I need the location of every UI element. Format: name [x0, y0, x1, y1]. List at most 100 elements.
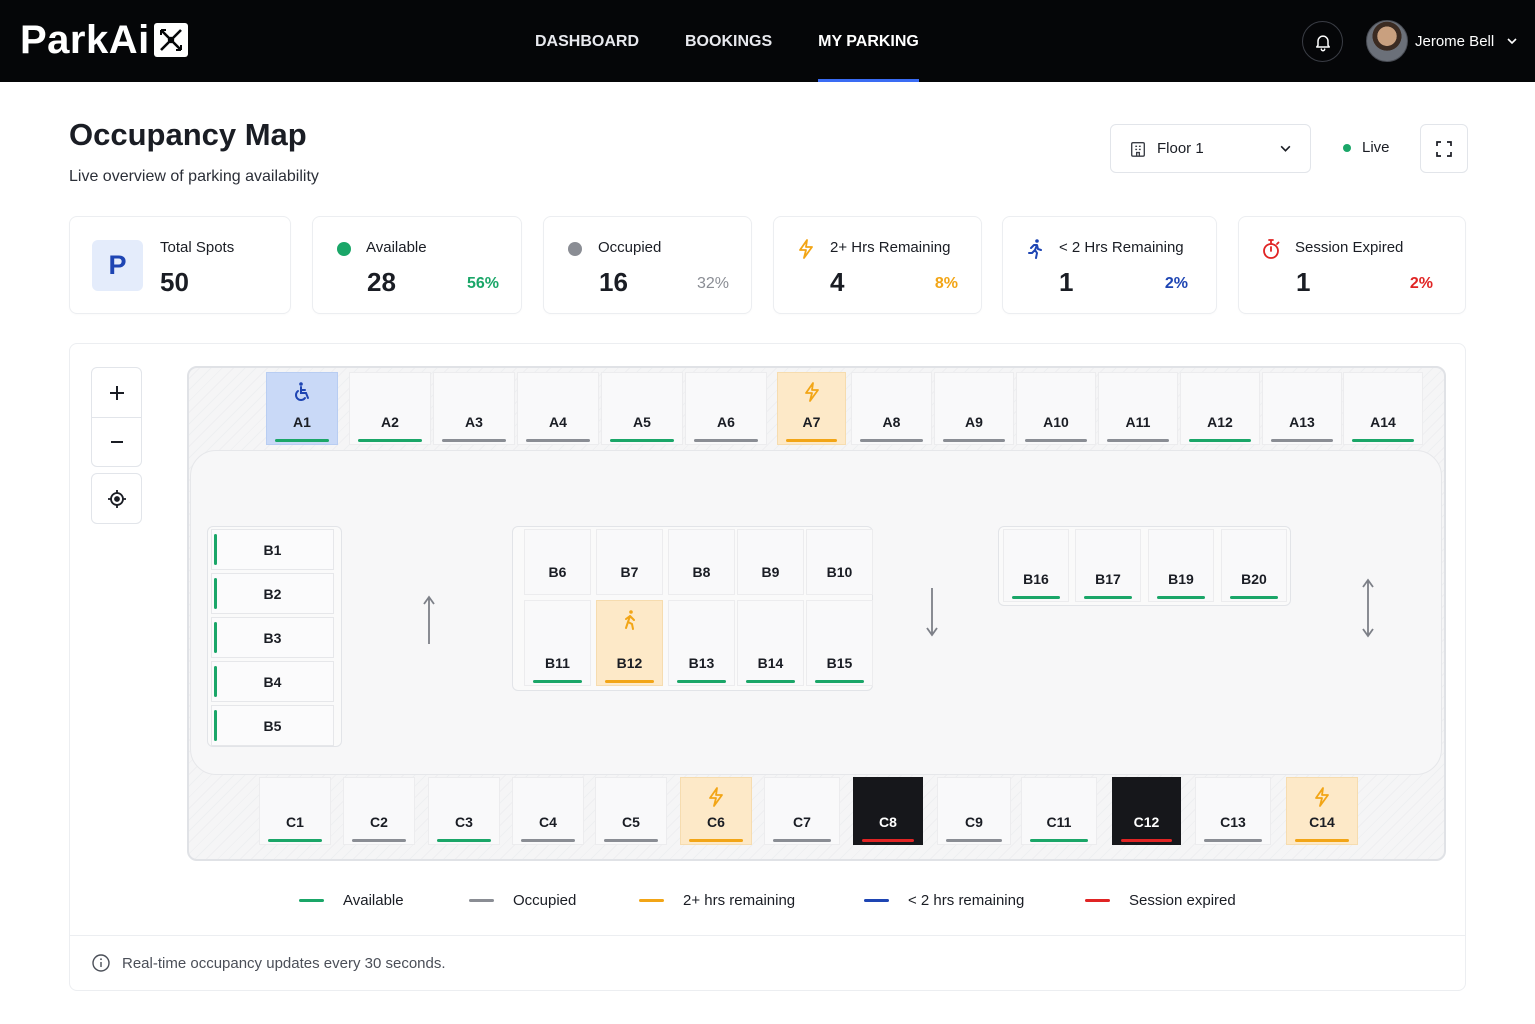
parking-spot-b4[interactable]: B4	[211, 661, 334, 702]
parking-spot-c11[interactable]: C11	[1021, 777, 1097, 845]
parking-spot-a3[interactable]: A3	[433, 372, 515, 445]
user-menu[interactable]: Jerome Bell	[1366, 20, 1518, 62]
spot-status-bar	[352, 839, 406, 842]
spot-label: B7	[620, 564, 639, 580]
arrow-up-icon	[423, 595, 435, 644]
legend-item-available: Available	[299, 891, 404, 909]
parking-spot-c2[interactable]: C2	[343, 777, 415, 845]
parking-spot-a8[interactable]: A8	[851, 372, 932, 445]
parking-spot-b15[interactable]: B15	[806, 600, 873, 686]
spot-label: A12	[1207, 414, 1233, 430]
parking-spot-b14[interactable]: B14	[737, 600, 804, 686]
parking-spot-b20[interactable]: B20	[1221, 529, 1287, 602]
spot-status-bar	[268, 839, 322, 842]
parking-spot-a5[interactable]: A5	[601, 372, 683, 445]
parking-spot-b11[interactable]: B11	[524, 600, 591, 686]
parking-spot-c7[interactable]: C7	[764, 777, 840, 845]
parking-spot-c13[interactable]: C13	[1195, 777, 1271, 845]
crosshair-icon	[107, 489, 126, 508]
running-person-icon	[1028, 239, 1042, 259]
spot-label: B4	[263, 673, 282, 690]
parking-spot-b19[interactable]: B19	[1148, 529, 1214, 602]
parking-spot-a11[interactable]: A11	[1098, 372, 1178, 445]
chevron-down-icon	[1507, 38, 1517, 45]
spot-label: A9	[965, 414, 983, 430]
parking-spot-c4[interactable]: C4	[512, 777, 584, 845]
parking-spot-a14[interactable]: A14	[1343, 372, 1423, 445]
parking-spot-a4[interactable]: A4	[517, 372, 599, 445]
stat-card-session-expired: Session Expired 1 2%	[1238, 216, 1466, 314]
zoom-in-button[interactable]	[92, 368, 141, 417]
parking-spot-c8[interactable]: C8	[853, 777, 923, 845]
parking-spot-c6[interactable]: C6	[680, 777, 752, 845]
stat-value: 50	[160, 267, 189, 297]
nav-bookings[interactable]: BOOKINGS	[685, 33, 773, 50]
parking-spot-b7[interactable]: B7	[596, 529, 663, 595]
stat-card-two-plus-hrs: 2+ Hrs Remaining 4 8%	[773, 216, 982, 314]
parking-spot-b3[interactable]: B3	[211, 617, 334, 658]
parking-spot-c3[interactable]: C3	[428, 777, 500, 845]
parking-spot-a9[interactable]: A9	[934, 372, 1014, 445]
parking-spot-c9[interactable]: C9	[937, 777, 1011, 845]
parking-spot-c5[interactable]: C5	[595, 777, 667, 845]
parking-spot-c1[interactable]: C1	[259, 777, 331, 845]
parking-spot-a10[interactable]: A10	[1016, 372, 1096, 445]
spot-status-bar	[1352, 439, 1414, 442]
floor-select[interactable]: Floor 1	[1110, 124, 1311, 173]
parking-spot-b5[interactable]: B5	[211, 705, 334, 746]
spot-label: C11	[1046, 814, 1072, 830]
stat-label: Available	[366, 239, 427, 256]
parking-spot-b1[interactable]: B1	[211, 529, 334, 570]
parking-spot-b2[interactable]: B2	[211, 573, 334, 614]
parking-spot-b6[interactable]: B6	[524, 529, 591, 595]
legend-label: Available	[343, 891, 404, 909]
spot-label: C12	[1133, 814, 1160, 830]
stat-value: 28	[367, 267, 396, 297]
spot-status-bar	[610, 439, 674, 442]
parking-spot-b8[interactable]: B8	[668, 529, 735, 595]
nav-my-parking[interactable]: MY PARKING	[818, 0, 919, 82]
parking-spot-b13[interactable]: B13	[668, 600, 735, 686]
parking-spot-b9[interactable]: B9	[737, 529, 804, 595]
parking-spot-c14[interactable]: C14	[1286, 777, 1358, 845]
spot-label: B16	[1023, 571, 1049, 587]
parking-spot-a6[interactable]: A6	[685, 372, 767, 445]
expand-icon	[1436, 140, 1452, 157]
spot-status-bar	[1084, 596, 1132, 599]
parking-spot-b12[interactable]: B12	[596, 600, 663, 686]
nav-dashboard[interactable]: DASHBOARD	[535, 33, 639, 50]
floor-select-value: Floor 1	[1157, 140, 1204, 157]
spot-label: C8	[879, 814, 897, 830]
stat-card-available: Available 28 56%	[312, 216, 522, 314]
plus-icon	[109, 385, 124, 400]
parking-spot-c12[interactable]: C12	[1112, 777, 1181, 845]
parking-spot-a12[interactable]: A12	[1180, 372, 1260, 445]
parking-spot-a13[interactable]: A13	[1262, 372, 1342, 445]
stat-percent: 56%	[466, 275, 499, 292]
parking-spot-a7[interactable]: A7	[777, 372, 846, 445]
parking-spot-a1[interactable]: A1	[266, 372, 338, 445]
zoom-out-button[interactable]	[92, 417, 141, 466]
parking-spot-b16[interactable]: B16	[1003, 529, 1069, 602]
parking-badge-icon: P	[92, 240, 143, 291]
parking-spot-b17[interactable]: B17	[1075, 529, 1141, 602]
parking-spot-b10[interactable]: B10	[806, 529, 873, 595]
zoom-controls	[91, 367, 142, 467]
spot-label: A7	[802, 414, 821, 430]
spot-label: A13	[1289, 414, 1315, 430]
spot-status-bar	[605, 680, 654, 683]
top-navigation-bar: ParkAi DASHBOARD BOOKINGS MY PARKING Jer…	[0, 0, 1535, 82]
parking-spot-a2[interactable]: A2	[349, 372, 431, 445]
fullscreen-button[interactable]	[1420, 124, 1468, 173]
legend-label: Session expired	[1129, 891, 1236, 909]
user-name: Jerome Bell	[1415, 32, 1495, 50]
page-subtitle: Live overview of parking availability	[69, 168, 319, 185]
spot-label: A4	[549, 414, 567, 430]
notifications-button[interactable]	[1302, 21, 1343, 62]
lightning-icon	[799, 239, 813, 259]
recenter-button[interactable]	[91, 473, 142, 524]
chevron-down-icon	[1280, 145, 1291, 152]
stat-label: < 2 Hrs Remaining	[1059, 239, 1184, 256]
parkai-logo[interactable]: ParkAi	[20, 18, 188, 62]
spot-label: A6	[717, 414, 735, 430]
